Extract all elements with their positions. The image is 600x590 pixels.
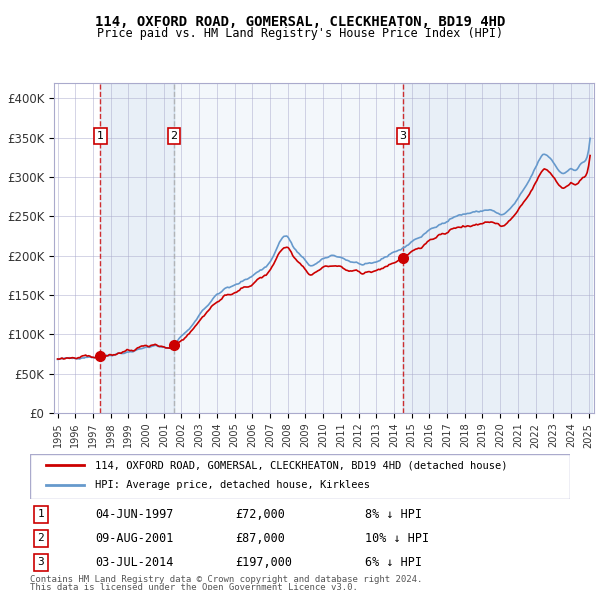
Text: Contains HM Land Registry data © Crown copyright and database right 2024.: Contains HM Land Registry data © Crown c… bbox=[30, 575, 422, 584]
Text: 114, OXFORD ROAD, GOMERSAL, CLECKHEATON, BD19 4HD (detached house): 114, OXFORD ROAD, GOMERSAL, CLECKHEATON,… bbox=[95, 460, 508, 470]
Bar bbox=[174, 83, 403, 413]
Text: 1: 1 bbox=[97, 131, 104, 141]
Text: 1: 1 bbox=[37, 509, 44, 519]
Text: 6% ↓ HPI: 6% ↓ HPI bbox=[365, 556, 422, 569]
Text: 114, OXFORD ROAD, GOMERSAL, CLECKHEATON, BD19 4HD: 114, OXFORD ROAD, GOMERSAL, CLECKHEATON,… bbox=[95, 15, 505, 29]
Text: 09-AUG-2001: 09-AUG-2001 bbox=[95, 532, 173, 545]
Text: This data is licensed under the Open Government Licence v3.0.: This data is licensed under the Open Gov… bbox=[30, 583, 358, 590]
Text: 03-JUL-2014: 03-JUL-2014 bbox=[95, 556, 173, 569]
Text: 3: 3 bbox=[399, 131, 406, 141]
Text: 04-JUN-1997: 04-JUN-1997 bbox=[95, 508, 173, 521]
Text: 2: 2 bbox=[37, 533, 44, 543]
Text: £197,000: £197,000 bbox=[235, 556, 292, 569]
Text: 3: 3 bbox=[37, 558, 44, 568]
Text: Price paid vs. HM Land Registry's House Price Index (HPI): Price paid vs. HM Land Registry's House … bbox=[97, 27, 503, 40]
Text: 10% ↓ HPI: 10% ↓ HPI bbox=[365, 532, 429, 545]
Text: £72,000: £72,000 bbox=[235, 508, 285, 521]
Text: 8% ↓ HPI: 8% ↓ HPI bbox=[365, 508, 422, 521]
Text: HPI: Average price, detached house, Kirklees: HPI: Average price, detached house, Kirk… bbox=[95, 480, 370, 490]
Text: 2: 2 bbox=[170, 131, 178, 141]
Bar bbox=[403, 83, 592, 413]
FancyBboxPatch shape bbox=[30, 454, 570, 499]
Bar bbox=[100, 83, 174, 413]
Text: £87,000: £87,000 bbox=[235, 532, 285, 545]
